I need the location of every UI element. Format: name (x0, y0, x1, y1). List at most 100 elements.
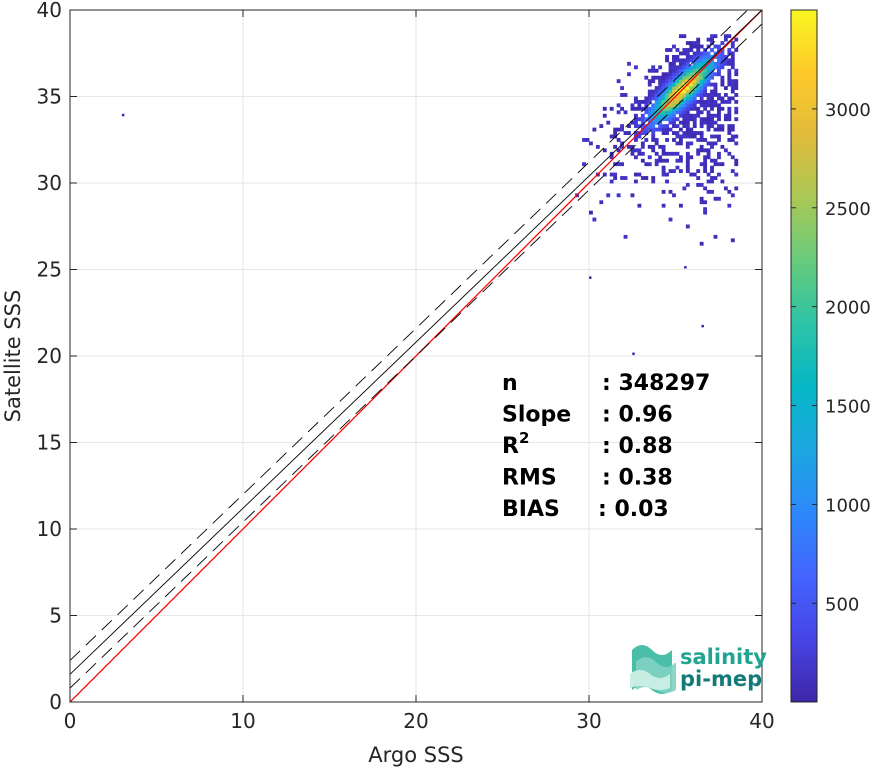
density-cell (703, 54, 708, 59)
density-cell (661, 189, 666, 194)
density-cell (689, 82, 694, 87)
density-cell (647, 127, 652, 132)
density-cell (682, 65, 687, 70)
density-cell (723, 186, 728, 191)
density-cell (640, 176, 645, 180)
density-cell (654, 106, 659, 111)
density-cell (668, 103, 673, 108)
density-cell (668, 127, 673, 132)
density-cell (734, 93, 739, 97)
density-cell (685, 134, 690, 139)
density-cell (675, 72, 680, 77)
salinity-pimep-logo: salinity pi-mep (630, 645, 767, 694)
density-cell (644, 176, 649, 180)
density-cell (665, 89, 669, 94)
density-cell (689, 58, 694, 63)
density-cell (654, 141, 659, 146)
density-cell (654, 96, 659, 101)
density-cell (654, 86, 659, 90)
colorbar-tick-label: 1000 (825, 495, 871, 516)
density-cell (640, 151, 645, 156)
density-cell (706, 54, 711, 59)
density-cell (685, 103, 690, 108)
density-cell (710, 96, 714, 101)
density-cell (706, 179, 711, 184)
density-cell (633, 117, 638, 122)
density-cell (672, 58, 676, 63)
density-cell (637, 172, 642, 177)
colorbar (790, 9, 818, 703)
density-cell (692, 134, 697, 139)
density-cell (651, 131, 656, 135)
stat-label: Slope (502, 403, 571, 428)
colorbar-tick-label: 2000 (825, 298, 871, 319)
density-cell (689, 65, 694, 70)
density-cell (609, 155, 614, 160)
density-cell (727, 203, 732, 208)
density-cell (623, 176, 628, 180)
density-cell (723, 61, 728, 66)
density-cell (703, 103, 708, 108)
density-cell (658, 144, 663, 149)
density-cell (727, 58, 732, 63)
density-cell (665, 58, 669, 63)
density-cell (633, 65, 638, 70)
density-cell (703, 207, 708, 212)
density-cell (710, 144, 714, 149)
density-cell (699, 54, 704, 59)
density-cell (668, 120, 673, 125)
density-cell (609, 106, 614, 111)
outlier-point (121, 113, 125, 117)
density-cell (727, 34, 732, 39)
density-cell (651, 176, 656, 180)
density-cell (727, 127, 732, 132)
density-cell (717, 72, 721, 77)
density-cell (599, 200, 604, 205)
density-cell (633, 172, 638, 177)
density-cell (678, 134, 683, 139)
density-cell (647, 155, 652, 160)
density-cell (675, 134, 680, 139)
density-cell (699, 134, 704, 139)
density-cell (644, 127, 649, 132)
density-cell (713, 61, 718, 66)
density-cell (685, 106, 690, 111)
density-cell (734, 117, 739, 122)
density-cell (710, 93, 714, 97)
density-cell (661, 72, 666, 77)
density-cell (661, 158, 666, 163)
density-cell (710, 120, 714, 125)
density-cell (682, 89, 687, 94)
density-cell (665, 48, 669, 52)
density-cell (710, 68, 714, 73)
density-cell (692, 82, 697, 87)
density-cell (727, 138, 732, 142)
stat-value: : 348297 (602, 371, 710, 396)
density-cell (713, 89, 718, 94)
density-cell (647, 106, 652, 111)
density-cell (734, 37, 739, 42)
density-cell (689, 54, 694, 59)
density-cell (658, 82, 663, 87)
density-cell (665, 124, 669, 129)
density-cell (675, 141, 680, 146)
density-cell (699, 51, 704, 56)
density-cell (692, 172, 697, 177)
density-cell (692, 41, 697, 45)
density-cell (692, 117, 697, 122)
density-cell (616, 138, 621, 142)
density-cell (678, 138, 683, 142)
density-cell (623, 131, 628, 135)
density-cell (644, 99, 649, 104)
density-cell (637, 99, 642, 104)
density-cell (678, 93, 683, 97)
density-cell (710, 113, 714, 118)
density-cell (616, 127, 621, 132)
density-cell (637, 134, 642, 139)
density-cell (699, 131, 704, 135)
density-cell (703, 72, 708, 77)
density-cell (620, 127, 624, 132)
density-cell (703, 86, 708, 90)
density-cell (665, 127, 669, 132)
